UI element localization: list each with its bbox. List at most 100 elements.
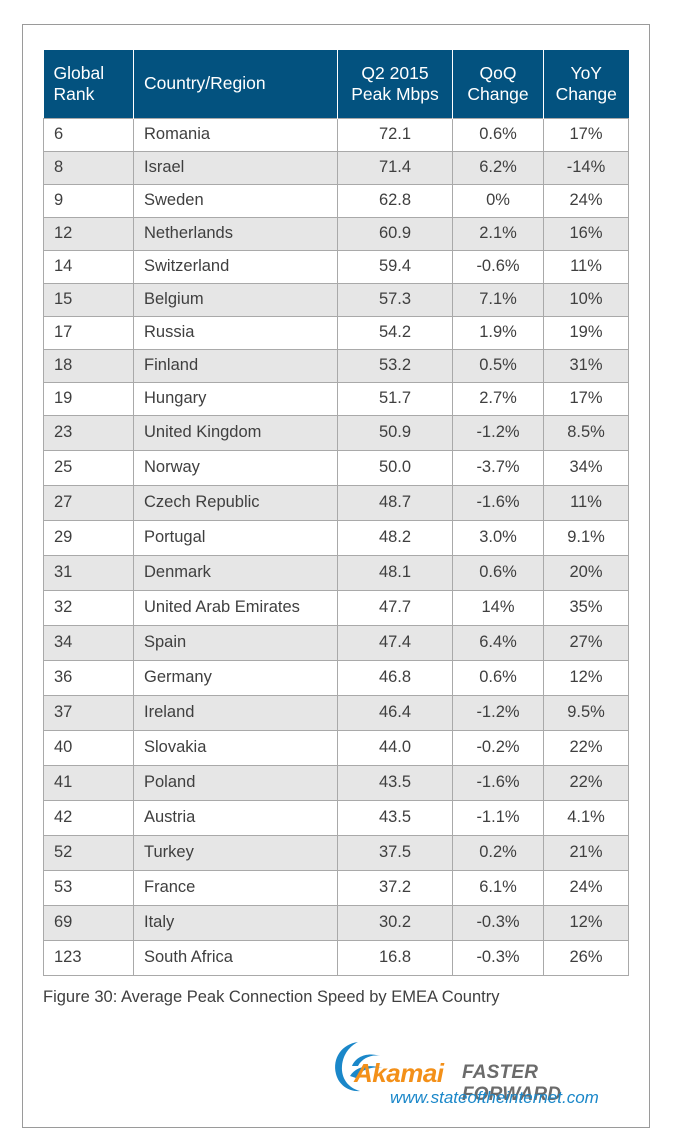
peak-mbps-cell: 37.2 (337, 869, 453, 906)
table-row: 6 Romania 72.1 0.6% 17% (43, 117, 629, 152)
col-header-qoq-change: QoQ Change (452, 50, 544, 118)
yoy-change-cell: 26% (543, 939, 629, 976)
col-header-line: Change (555, 83, 617, 104)
yoy-change-cell: 11% (543, 249, 629, 284)
yoy-change-cell: 21% (543, 834, 629, 871)
peak-mbps-cell: 72.1 (337, 117, 453, 152)
col-header-line: Peak Mbps (351, 83, 439, 104)
yoy-change-cell: 4.1% (543, 799, 629, 836)
brand-name: Akamai (354, 1058, 444, 1088)
rank-cell: 19 (43, 381, 134, 416)
qoq-change-cell: 14% (452, 589, 544, 626)
rank-cell: 12 (43, 216, 134, 251)
table-row: 31 Denmark 48.1 0.6% 20% (43, 554, 629, 591)
qoq-change-cell: -1.1% (452, 799, 544, 836)
akamai-wave-logo-icon (335, 1042, 382, 1092)
table-row: 27 Czech Republic 48.7 -1.6% 11% (43, 484, 629, 521)
yoy-change-cell: 12% (543, 659, 629, 696)
yoy-change-cell: 34% (543, 449, 629, 486)
country-cell: Belgium (133, 282, 338, 317)
country-cell: Spain (133, 624, 338, 661)
peak-mbps-cell: 48.1 (337, 554, 453, 591)
qoq-change-cell: 3.0% (452, 519, 544, 556)
country-cell: Switzerland (133, 249, 338, 284)
yoy-change-cell: 9.5% (543, 694, 629, 731)
rank-cell: 17 (43, 315, 134, 350)
yoy-change-cell: 11% (543, 484, 629, 521)
yoy-change-cell: 27% (543, 624, 629, 661)
country-cell: Czech Republic (133, 484, 338, 521)
country-cell: Ireland (133, 694, 338, 731)
table-row: 9 Sweden 62.8 0% 24% (43, 183, 629, 218)
rank-cell: 32 (43, 589, 134, 626)
yoy-change-cell: 17% (543, 381, 629, 416)
peak-mbps-cell: 53.2 (337, 348, 453, 383)
rank-cell: 37 (43, 694, 134, 731)
qoq-change-cell: 0.6% (452, 659, 544, 696)
qoq-change-cell: 0.5% (452, 348, 544, 383)
yoy-change-cell: 24% (543, 183, 629, 218)
country-cell: Slovakia (133, 729, 338, 766)
col-header-line: Global (53, 62, 105, 83)
table-row: 40 Slovakia 44.0 -0.2% 22% (43, 729, 629, 766)
qoq-change-cell: 7.1% (452, 282, 544, 317)
table-row: 8 Israel 71.4 6.2% -14% (43, 150, 629, 185)
qoq-change-cell: -1.2% (452, 414, 544, 451)
yoy-change-cell: 35% (543, 589, 629, 626)
rank-cell: 36 (43, 659, 134, 696)
table-row: 19 Hungary 51.7 2.7% 17% (43, 381, 629, 416)
peak-mbps-cell: 50.0 (337, 449, 453, 486)
country-cell: Denmark (133, 554, 338, 591)
table-row: 53 France 37.2 6.1% 24% (43, 869, 629, 906)
qoq-change-cell: 6.4% (452, 624, 544, 661)
table-row: 12 Netherlands 60.9 2.1% 16% (43, 216, 629, 251)
qoq-change-cell: 0.6% (452, 117, 544, 152)
table-row: 36 Germany 46.8 0.6% 12% (43, 659, 629, 696)
yoy-change-cell: 12% (543, 904, 629, 941)
rank-cell: 27 (43, 484, 134, 521)
peak-mbps-cell: 16.8 (337, 939, 453, 976)
table-row: 41 Poland 43.5 -1.6% 22% (43, 764, 629, 801)
qoq-change-cell: 0.2% (452, 834, 544, 871)
yoy-change-cell: -14% (543, 150, 629, 185)
yoy-change-cell: 8.5% (543, 414, 629, 451)
table-row: 29 Portugal 48.2 3.0% 9.1% (43, 519, 629, 556)
country-cell: Portugal (133, 519, 338, 556)
rank-cell: 9 (43, 183, 134, 218)
col-header-global-rank: Global Rank (43, 50, 134, 118)
country-cell: Turkey (133, 834, 338, 871)
rank-cell: 42 (43, 799, 134, 836)
peak-mbps-cell: 59.4 (337, 249, 453, 284)
rank-cell: 53 (43, 869, 134, 906)
peak-mbps-cell: 47.4 (337, 624, 453, 661)
yoy-change-cell: 10% (543, 282, 629, 317)
peak-mbps-cell: 48.7 (337, 484, 453, 521)
table-header-row: Global Rank Country/Region Q2 2015 Peak … (43, 50, 629, 118)
col-header-line: Rank (53, 83, 95, 104)
table-row: 52 Turkey 37.5 0.2% 21% (43, 834, 629, 871)
peak-mbps-cell: 43.5 (337, 764, 453, 801)
qoq-change-cell: 6.2% (452, 150, 544, 185)
brand-url: www.stateoftheinternet.com (390, 1088, 599, 1107)
country-cell: Norway (133, 449, 338, 486)
col-header-peak-mbps: Q2 2015 Peak Mbps (337, 50, 453, 118)
rank-cell: 14 (43, 249, 134, 284)
table-row: 123 South Africa 16.8 -0.3% 26% (43, 939, 629, 976)
peak-speed-table: Global Rank Country/Region Q2 2015 Peak … (43, 50, 629, 976)
peak-mbps-cell: 37.5 (337, 834, 453, 871)
country-cell: Israel (133, 150, 338, 185)
col-header-line: Change (467, 83, 529, 104)
qoq-change-cell: -0.3% (452, 904, 544, 941)
peak-mbps-cell: 46.8 (337, 659, 453, 696)
rank-cell: 25 (43, 449, 134, 486)
table-row: 14 Switzerland 59.4 -0.6% 11% (43, 249, 629, 284)
peak-mbps-cell: 57.3 (337, 282, 453, 317)
country-cell: Poland (133, 764, 338, 801)
rank-cell: 31 (43, 554, 134, 591)
peak-mbps-cell: 48.2 (337, 519, 453, 556)
qoq-change-cell: -0.6% (452, 249, 544, 284)
table-row: 32 United Arab Emirates 47.7 14% 35% (43, 589, 629, 626)
yoy-change-cell: 22% (543, 764, 629, 801)
peak-mbps-cell: 71.4 (337, 150, 453, 185)
rank-cell: 52 (43, 834, 134, 871)
